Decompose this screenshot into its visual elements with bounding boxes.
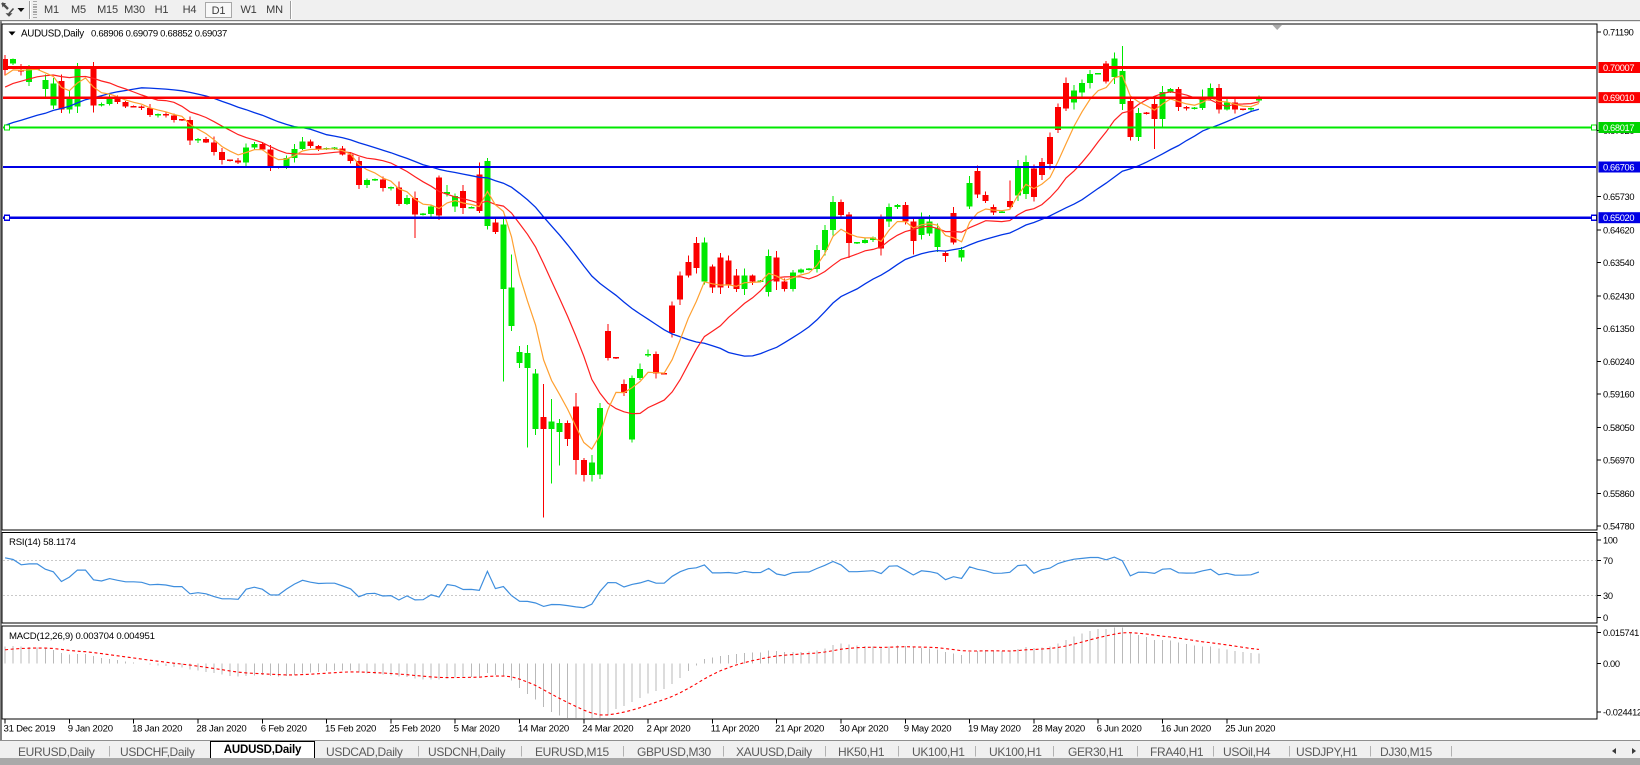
svg-text:0.65730: 0.65730 [1603,192,1634,202]
svg-text:21 Apr 2020: 21 Apr 2020 [775,724,824,735]
svg-text:0.56970: 0.56970 [1603,456,1634,466]
svg-text:-0.024412: -0.024412 [1603,708,1640,718]
svg-text:14 Mar 2020: 14 Mar 2020 [518,724,569,735]
svg-text:0.015741: 0.015741 [1603,628,1639,638]
svg-text:30 Apr 2020: 30 Apr 2020 [839,724,888,735]
svg-text:0.68906 0.69079 0.68852 0.6903: 0.68906 0.69079 0.68852 0.69037 [91,29,227,40]
svg-text:2 Apr 2020: 2 Apr 2020 [647,724,691,735]
svg-text:0.62430: 0.62430 [1603,291,1634,301]
svg-text:31 Dec 2019: 31 Dec 2019 [4,724,56,735]
svg-text:30: 30 [1603,591,1613,601]
svg-text:0.54780: 0.54780 [1603,522,1634,532]
svg-text:15 Feb 2020: 15 Feb 2020 [325,724,376,735]
svg-text:18 Jan 2020: 18 Jan 2020 [132,724,182,735]
svg-text:0.55860: 0.55860 [1603,489,1634,499]
svg-text:0: 0 [1603,613,1608,623]
svg-text:AUDUSD,Daily: AUDUSD,Daily [21,29,84,40]
svg-text:MACD(12,26,9) 0.003704 0.00495: MACD(12,26,9) 0.003704 0.004951 [9,631,155,642]
svg-text:28 Jan 2020: 28 Jan 2020 [196,724,246,735]
svg-text:0.69010: 0.69010 [1603,93,1634,103]
svg-text:28 May 2020: 28 May 2020 [1032,724,1085,735]
svg-text:0.68017: 0.68017 [1603,123,1634,133]
svg-text:25 Feb 2020: 25 Feb 2020 [389,724,440,735]
svg-text:0.60240: 0.60240 [1603,357,1634,367]
svg-text:16 Jun 2020: 16 Jun 2020 [1161,724,1211,735]
svg-text:25 Jun 2020: 25 Jun 2020 [1225,724,1275,735]
svg-text:0.59160: 0.59160 [1603,390,1634,400]
svg-text:0.00: 0.00 [1603,659,1620,669]
svg-text:70: 70 [1603,556,1613,566]
svg-text:100: 100 [1603,536,1618,546]
svg-text:11 Apr 2020: 11 Apr 2020 [711,724,759,735]
svg-text:6 Jun 2020: 6 Jun 2020 [1097,724,1142,735]
svg-text:0.61350: 0.61350 [1603,324,1634,334]
svg-text:9 May 2020: 9 May 2020 [904,724,952,735]
svg-text:5 Mar 2020: 5 Mar 2020 [454,724,500,735]
svg-text:0.64620: 0.64620 [1603,225,1634,235]
svg-text:0.70007: 0.70007 [1603,63,1634,73]
svg-text:RSI(14) 58.1174: RSI(14) 58.1174 [9,537,77,548]
svg-text:19 May 2020: 19 May 2020 [968,724,1021,735]
svg-text:0.58050: 0.58050 [1603,423,1634,433]
svg-text:0.66706: 0.66706 [1603,163,1634,173]
svg-text:0.71190: 0.71190 [1603,27,1634,37]
svg-text:9 Jan 2020: 9 Jan 2020 [68,724,113,735]
svg-text:24 Mar 2020: 24 Mar 2020 [582,724,633,735]
svg-text:0.65020: 0.65020 [1603,213,1634,223]
svg-text:0.63540: 0.63540 [1603,258,1634,268]
svg-text:6 Feb 2020: 6 Feb 2020 [261,724,307,735]
